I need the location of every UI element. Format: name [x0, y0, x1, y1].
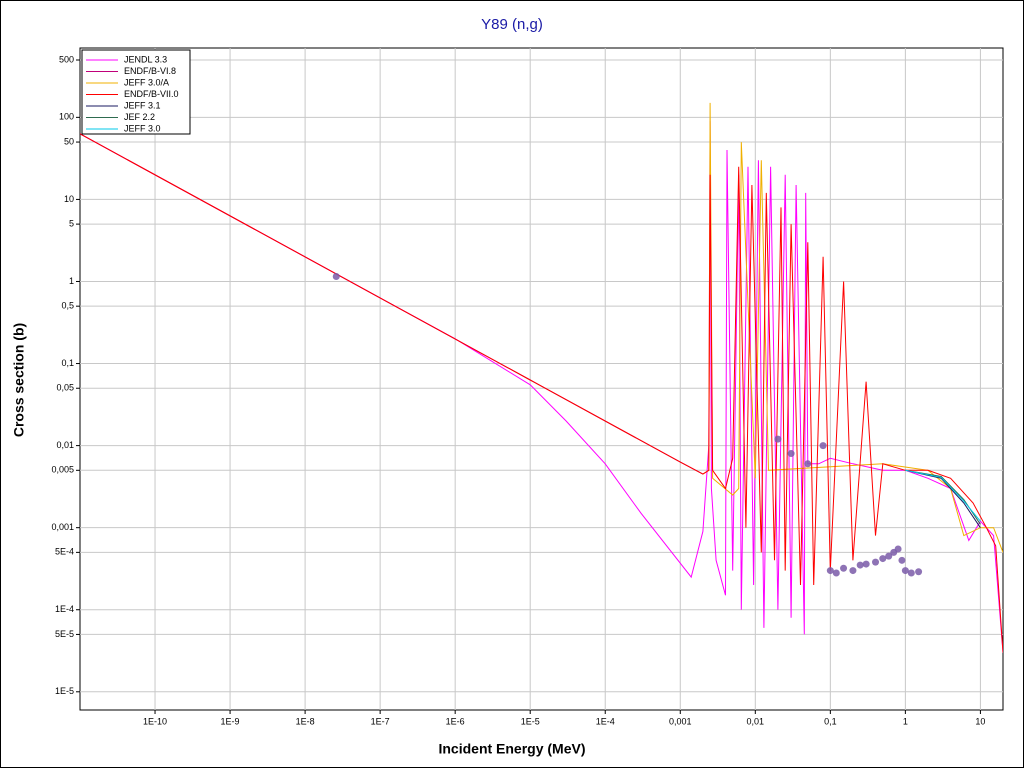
y-tick-label: 0,01 [56, 440, 74, 450]
x-tick-label: 1E-7 [371, 716, 390, 726]
y-tick-label: 5E-4 [55, 547, 74, 557]
series-line [905, 469, 981, 522]
data-point [862, 560, 870, 568]
legend-label: ENDF/B-VI.8 [124, 66, 176, 76]
series-line [80, 133, 1003, 653]
x-tick-label: 1E-10 [143, 716, 167, 726]
y-tick-label: 5E-5 [55, 629, 74, 639]
data-point [804, 460, 812, 468]
legend-label: JENDL 3.3 [124, 54, 167, 64]
chart-title: Y89 (n,g) [481, 16, 543, 33]
x-tick-label: 1E-8 [296, 716, 315, 726]
y-tick-label: 1E-4 [55, 604, 74, 614]
x-tick-label: 1E-9 [221, 716, 240, 726]
data-point [826, 567, 834, 575]
legend-label: JEFF 3.0 [124, 123, 161, 133]
data-point [879, 555, 887, 563]
legend-label: JEFF 3.0/A [124, 77, 169, 87]
plot-area [79, 47, 1004, 711]
data-point [898, 556, 906, 564]
x-tick-label: 1 [903, 716, 908, 726]
y-tick-label: 5 [69, 218, 74, 228]
y-tick-label: 10 [64, 194, 74, 204]
x-tick-label: 1E-6 [446, 716, 465, 726]
y-tick-label: 500 [59, 54, 74, 64]
y-axis-label: Cross section (b) [11, 323, 27, 437]
y-tick-label: 100 [59, 112, 74, 122]
y-tick-label: 0,005 [51, 465, 74, 475]
y-tick-label: 0,5 [61, 301, 74, 311]
data-point [832, 569, 840, 577]
data-point [901, 567, 909, 575]
y-tick-label: 0,001 [51, 522, 74, 532]
data-point [840, 564, 848, 572]
y-tick-label: 1E-5 [55, 686, 74, 696]
y-tick-label: 0,1 [61, 358, 74, 368]
y-tick-label: 0,05 [56, 383, 74, 393]
legend-label: JEF 2.2 [124, 112, 155, 122]
data-point [907, 569, 915, 577]
x-tick-label: 10 [975, 716, 985, 726]
x-tick-label: 0,01 [747, 716, 765, 726]
legend-label: JEFF 3.1 [124, 100, 161, 110]
legend-box [81, 49, 191, 135]
data-point [819, 442, 827, 450]
grid [76, 48, 1003, 714]
data-point [856, 561, 864, 569]
y-tick-label: 1 [69, 276, 74, 286]
x-tick-label: 1E-4 [596, 716, 615, 726]
data-point [849, 567, 857, 575]
lines [80, 102, 1003, 653]
x-tick-label: 1E-5 [521, 716, 540, 726]
data-point [872, 558, 880, 566]
x-axis-label: Incident Energy (MeV) [438, 741, 585, 757]
data-point [332, 272, 340, 280]
x-tick-label: 0,1 [824, 716, 837, 726]
data-point [774, 435, 782, 443]
data-point [894, 545, 902, 553]
x-tick-label: 0,001 [669, 716, 692, 726]
y-tick-label: 50 [64, 136, 74, 146]
data-point [885, 552, 893, 560]
data-point [787, 450, 795, 458]
data-point [915, 568, 923, 576]
legend-label: ENDF/B-VII.0 [124, 89, 179, 99]
series-line [80, 121, 1003, 653]
